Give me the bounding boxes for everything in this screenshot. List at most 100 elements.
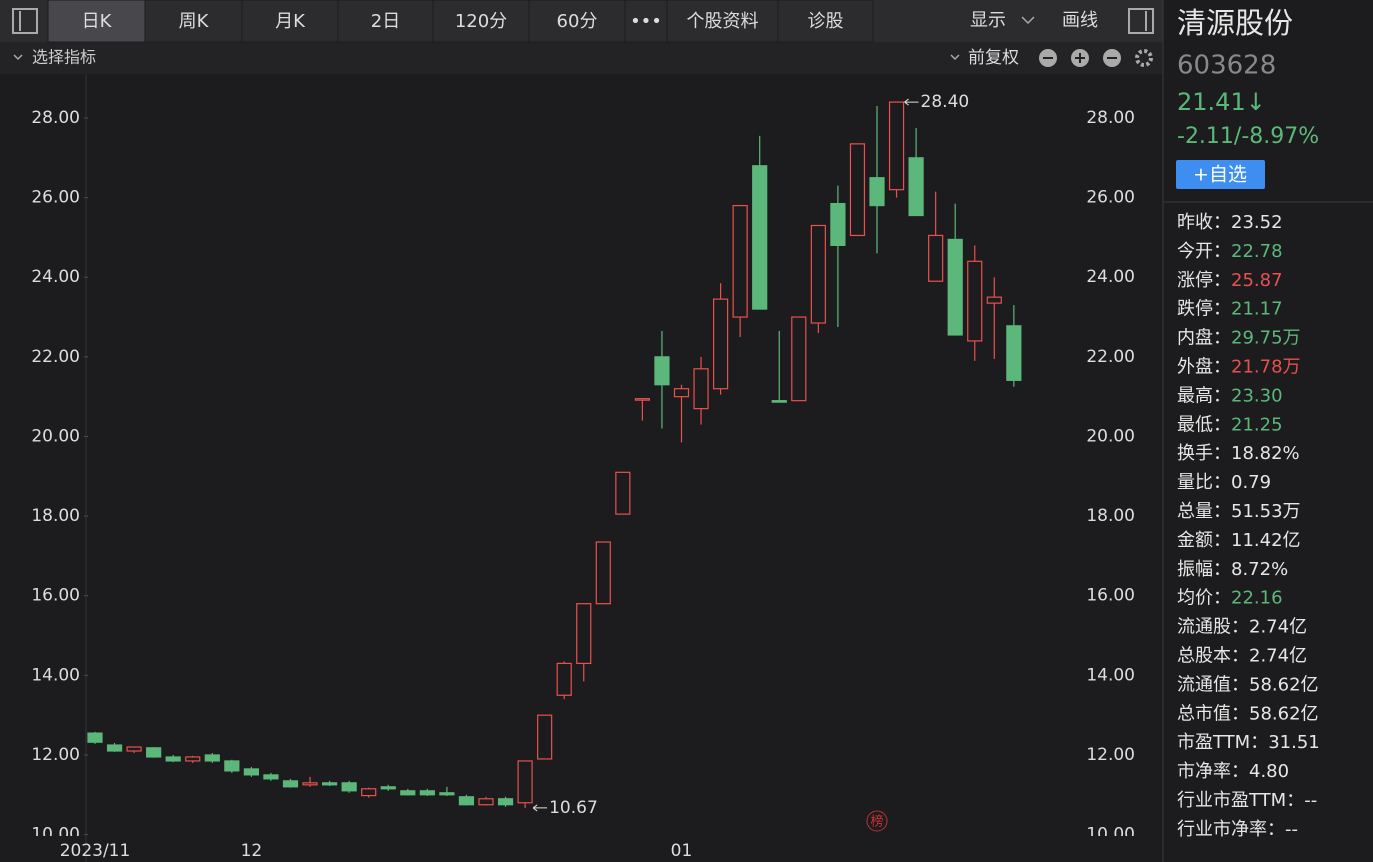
stat-value: 23.30 <box>1231 385 1283 406</box>
stat-value: 2.74亿 <box>1249 617 1307 638</box>
stat: 最高：23.30 <box>1177 385 1283 406</box>
candle-body <box>830 202 846 246</box>
y-tick-label: 18.00 <box>31 506 80 526</box>
stat-label: 最低： <box>1177 414 1231 435</box>
stat-value: 0.79 <box>1231 472 1271 493</box>
stat-value: 29.75万 <box>1231 328 1301 349</box>
stat-value: 2.74亿 <box>1249 646 1307 667</box>
stamp-ring <box>866 810 888 832</box>
stat-value: 18.82% <box>1231 443 1300 464</box>
y2-tick-label: 22.00 <box>1086 347 1135 367</box>
stat: 跌停：21.17 <box>1177 299 1283 320</box>
watchlist-button-label[interactable]: +自选 <box>1193 164 1247 186</box>
stat-value: 25.87 <box>1231 270 1283 291</box>
min-label-arrow <box>532 804 548 812</box>
tab-label[interactable]: 120分 <box>455 11 507 32</box>
stat-label: 流通股： <box>1177 617 1249 638</box>
candle-body <box>458 796 475 806</box>
min-label: 10.67 <box>549 798 598 818</box>
candle-body <box>595 541 611 605</box>
stat-label: 金额： <box>1177 530 1231 551</box>
y2-tick-label: 12.00 <box>1086 745 1135 765</box>
stat-label: 换手： <box>1177 443 1231 464</box>
candle-body <box>282 780 299 788</box>
tab-label[interactable]: 2日 <box>371 11 400 32</box>
tab-label[interactable]: 月K <box>275 11 306 32</box>
candle-body <box>537 714 553 760</box>
settings[interactable] <box>1135 49 1153 67</box>
candle-body <box>224 760 240 772</box>
stat-label: 量比： <box>1177 472 1231 493</box>
candle-body <box>517 760 533 804</box>
adjust-select[interactable]: 前复权 <box>968 48 1019 68</box>
candle-body <box>341 782 357 792</box>
indicator-select[interactable]: 选择指标 <box>32 48 96 67</box>
stock-name: 清源股份 <box>1177 6 1293 40</box>
tab-label[interactable]: 诊股 <box>808 11 844 32</box>
candle-body <box>615 471 631 515</box>
stat-value: 21.78万 <box>1231 357 1301 378</box>
candle-body <box>986 296 1002 304</box>
tab-label[interactable]: ••• <box>630 11 662 32</box>
toolbar <box>0 0 1163 42</box>
tab-label[interactable]: 日K <box>82 11 113 32</box>
y2-tick-label: 10.00 <box>1086 825 1135 845</box>
stat-label: 总股本： <box>1177 646 1249 667</box>
tab[interactable] <box>47 0 146 43</box>
plot: 10.00 10.00 12.00 12.00 14.00 14.00 16.00 16.00… <box>31 92 1135 845</box>
y2-tick-label: 16.00 <box>1086 586 1135 606</box>
stat-label: 总量： <box>1177 501 1231 522</box>
stat: 总量：51.53万 <box>1177 501 1301 522</box>
stat-label: 昨收： <box>1177 212 1231 233</box>
draw-menu[interactable]: 画线 <box>1062 10 1098 31</box>
stat: 振幅：8.72% <box>1177 559 1288 580</box>
candle-body <box>849 143 866 237</box>
tab-label[interactable]: 周K <box>179 11 210 32</box>
stat: 市盈TTM：31.51 <box>1177 732 1320 753</box>
dropdown-arrow <box>13 54 23 61</box>
stat: 内盘：29.75万 <box>1177 328 1301 349</box>
candle-body <box>928 234 944 282</box>
stat: 换手：18.82% <box>1177 443 1300 464</box>
stat: 昨收：23.52 <box>1177 212 1283 233</box>
candle-body <box>380 786 396 790</box>
y2-tick-label: 14.00 <box>1086 665 1135 685</box>
y-tick-label: 20.00 <box>31 426 80 446</box>
tab-label[interactable]: 60分 <box>557 11 598 32</box>
panel-toggle[interactable] <box>1128 8 1154 34</box>
tab[interactable] <box>777 0 874 43</box>
max-label: 28.40 <box>921 92 970 112</box>
tab-label[interactable]: 个股资料 <box>687 11 759 32</box>
stat: 行业市净率：-- <box>1177 819 1298 840</box>
candle-body <box>771 400 787 403</box>
watchlist-button[interactable] <box>1176 160 1265 189</box>
candle-body <box>556 662 572 696</box>
stat-label: 市盈TTM： <box>1177 732 1268 753</box>
stat-label: 内盘： <box>1177 328 1231 349</box>
stat-value: 8.72% <box>1231 559 1288 580</box>
stat-value: 22.16 <box>1231 588 1283 609</box>
icon-part <box>1043 57 1053 59</box>
zoom-icons <box>1039 49 1153 67</box>
candle-body <box>478 798 494 806</box>
candle-body <box>204 754 220 762</box>
stat-value: 58.62亿 <box>1249 674 1319 695</box>
indicator-bar <box>0 42 1163 74</box>
stat: 行业市盈TTM：-- <box>1177 790 1317 811</box>
stat-label: 跌停： <box>1177 299 1231 320</box>
candle-body <box>752 165 768 310</box>
stat: 均价：22.16 <box>1177 588 1283 609</box>
stamp: 榜 <box>870 814 883 830</box>
candle-body <box>908 157 924 217</box>
display-menu[interactable]: 显示 <box>970 10 1006 31</box>
y2-tick-label: 18.00 <box>1086 506 1135 526</box>
dropdown-arrow <box>950 54 960 61</box>
candle-body <box>322 782 338 786</box>
sidebar-toggle[interactable] <box>12 8 38 34</box>
stat-label: 最高： <box>1177 385 1231 406</box>
candle-body <box>185 756 201 762</box>
y2-tick-label: 26.00 <box>1086 188 1135 208</box>
stat-label: 外盘： <box>1177 357 1231 378</box>
stat: 总股本：2.74亿 <box>1177 646 1307 667</box>
